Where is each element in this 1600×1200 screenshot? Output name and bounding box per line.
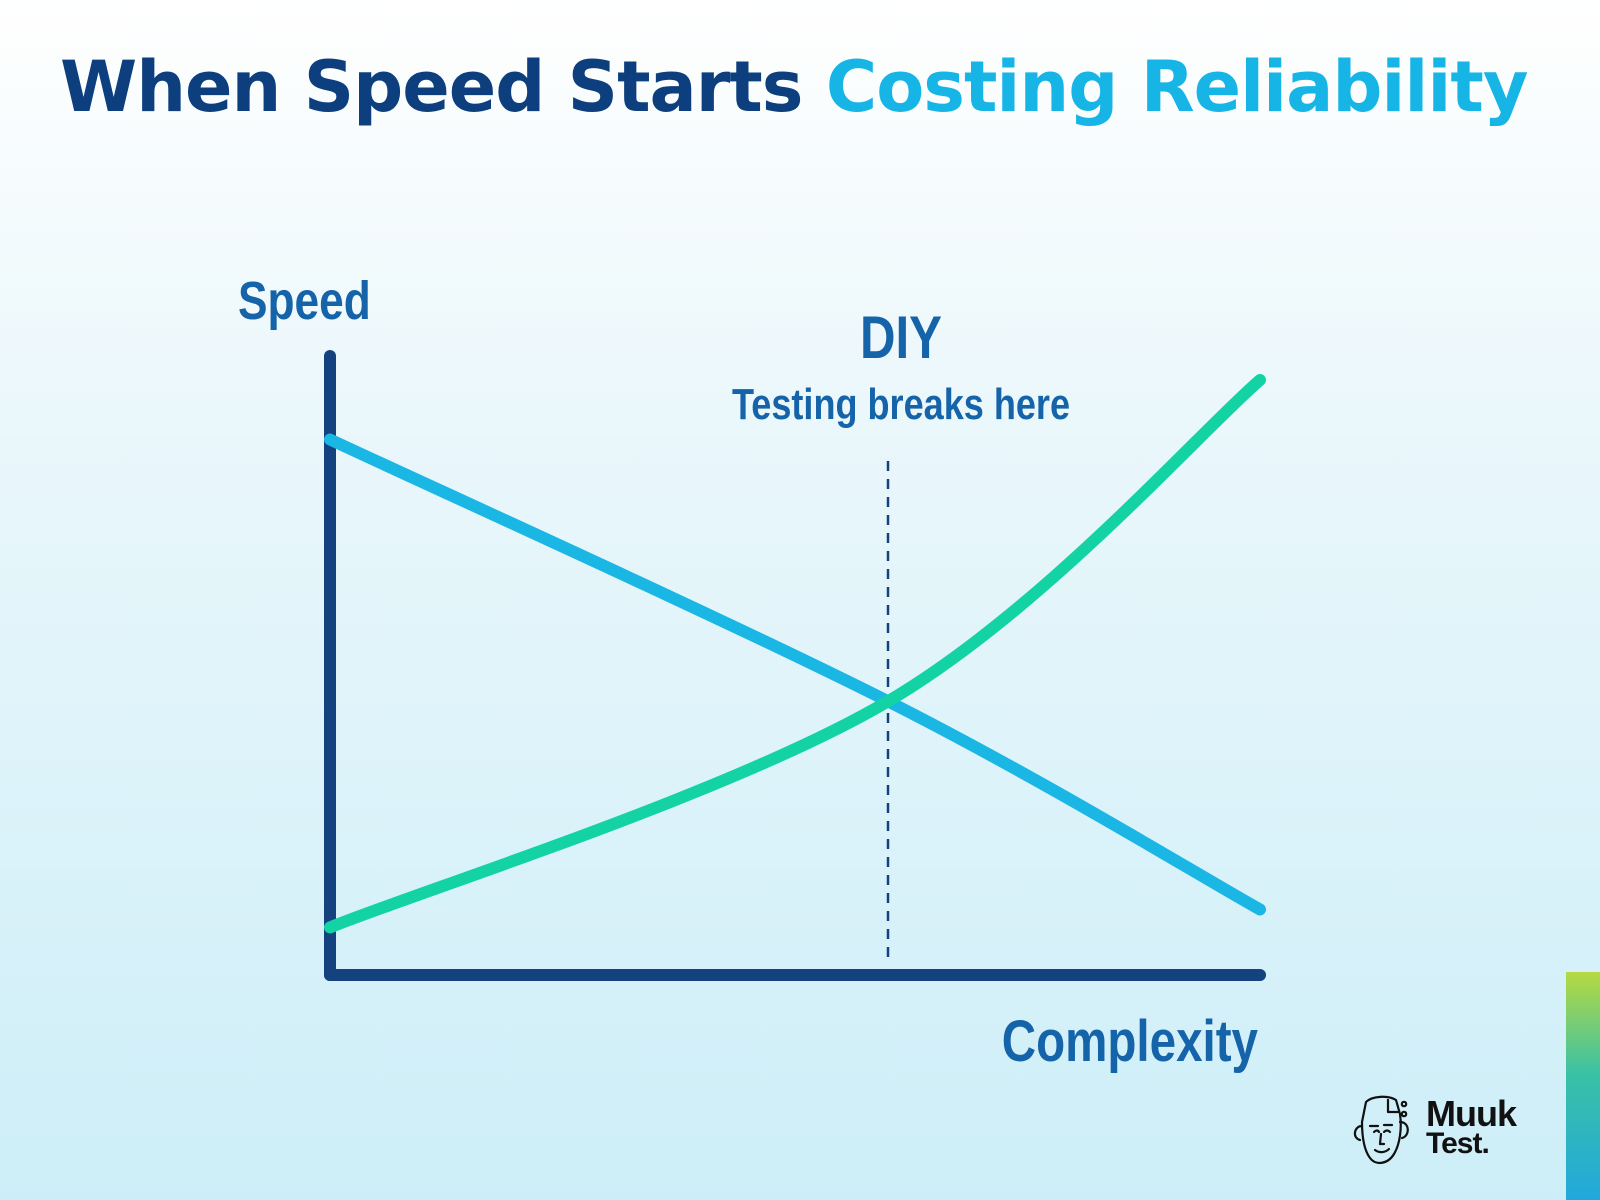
logo-line-2: Test.: [1426, 1127, 1490, 1161]
accent-side-bar: [1566, 972, 1600, 1200]
annotation-text: Testing breaks here: [732, 380, 1070, 429]
title-part-accent: Costing Reliability: [825, 46, 1529, 128]
y-axis-label: Speed: [238, 271, 371, 331]
robot-face-icon: [1353, 1095, 1409, 1164]
annotation-title: DIY: [860, 303, 942, 371]
muuktest-logo: Muuk Test.: [1344, 1092, 1554, 1172]
complexity-series-line: [324, 374, 1266, 934]
logo-line-1: Muuk: [1426, 1093, 1517, 1134]
x-axis-label: Complexity: [1002, 1010, 1259, 1075]
chart-axes: [324, 350, 1266, 981]
speed-series-line: [324, 433, 1266, 916]
logo-wordmark: Muuk Test.: [1426, 1093, 1517, 1161]
title-part-dark: When Speed Starts: [60, 46, 803, 128]
page-title: When Speed Starts Costing Reliability: [60, 52, 1529, 122]
